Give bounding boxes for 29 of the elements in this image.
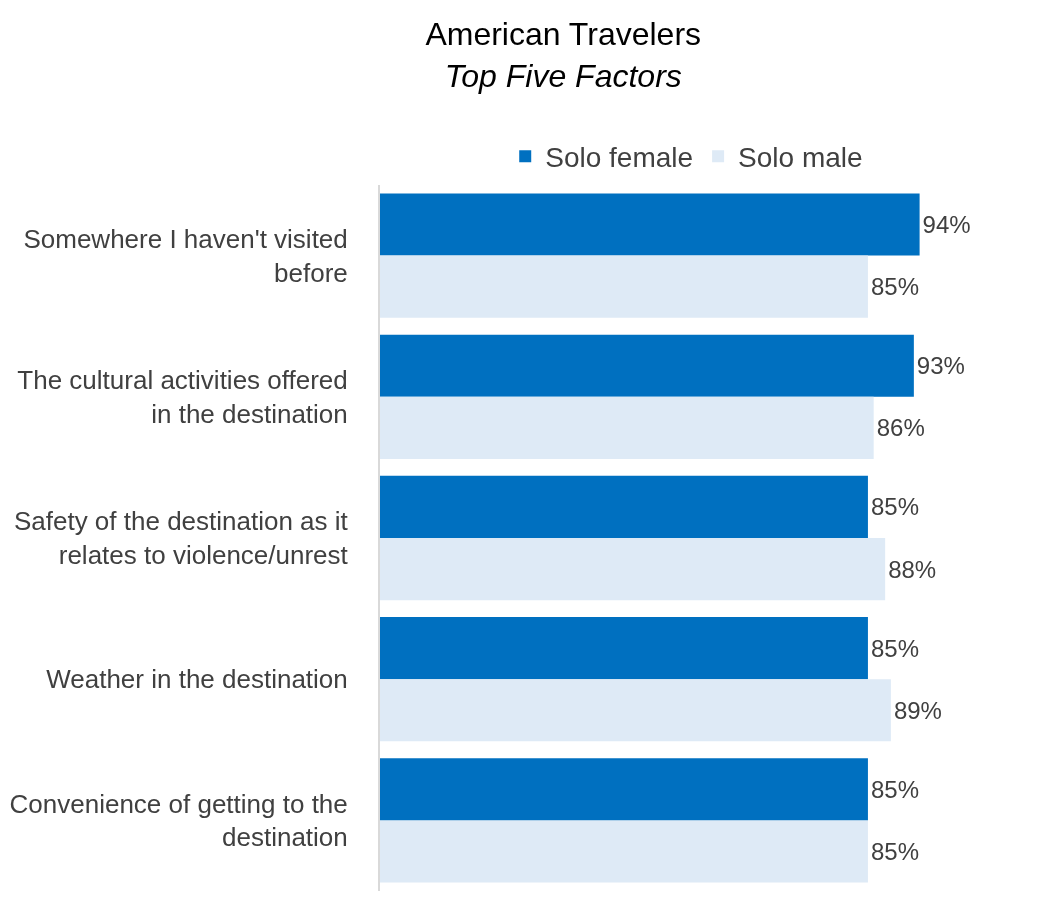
bar bbox=[380, 396, 874, 459]
y-tick-label: Somewhere I haven't visited before bbox=[23, 223, 348, 288]
data-label: 93% bbox=[916, 352, 965, 380]
chart-title: American Travelers bbox=[425, 16, 702, 53]
data-label: 94% bbox=[922, 211, 971, 239]
bar bbox=[380, 538, 886, 601]
data-label: 89% bbox=[893, 696, 942, 724]
legend-label: Solo male bbox=[738, 142, 863, 174]
bar bbox=[380, 255, 868, 318]
y-tick-label: Safety of the destination as it relates to violence/unrest bbox=[13, 506, 349, 570]
bar bbox=[380, 679, 891, 742]
y-tick-label: Convenience of getting to the destination bbox=[9, 788, 348, 853]
y-tick-label: The cultural activities offered in the destination bbox=[17, 365, 348, 429]
bar bbox=[380, 758, 868, 821]
bar bbox=[380, 193, 920, 256]
data-label: 85% bbox=[870, 837, 919, 865]
bar bbox=[380, 475, 868, 538]
y-tick-label: Weather in the destination bbox=[46, 664, 348, 695]
chart-subtitle: Top Five Factors bbox=[444, 57, 682, 94]
data-label: 86% bbox=[876, 414, 925, 442]
bar bbox=[380, 334, 914, 397]
bar bbox=[380, 820, 868, 883]
data-label: 85% bbox=[870, 775, 919, 803]
bar bbox=[380, 617, 868, 680]
legend-label: Solo female bbox=[545, 142, 694, 174]
data-label: 88% bbox=[888, 555, 937, 583]
data-label: 85% bbox=[870, 634, 919, 662]
data-label: 85% bbox=[870, 273, 919, 301]
data-label: 85% bbox=[870, 493, 919, 521]
